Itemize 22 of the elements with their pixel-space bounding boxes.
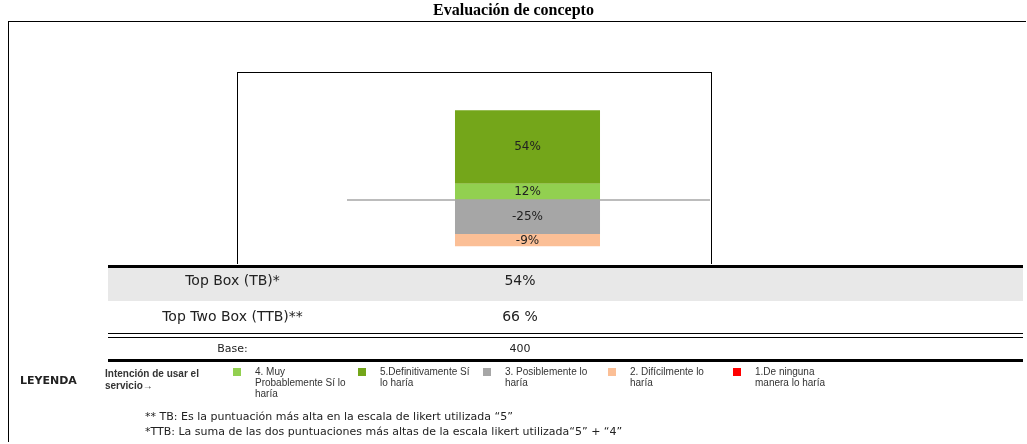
legend-label: 5.Definitivamente Sí lo haría: [380, 366, 471, 388]
bar: [454, 110, 601, 184]
legend-label: 1.De ninguna manera lo haría: [755, 366, 827, 388]
text: 400: [508, 342, 532, 355]
text: ** TB: Es la puntuación más alta en la escala de likert utilizada “5”: [145, 410, 513, 423]
text: Base:: [216, 342, 249, 355]
text: 66 %: [501, 308, 539, 324]
chart-title: Evaluación de concepto: [432, 1, 595, 19]
data-label: 54%: [514, 139, 541, 154]
legend-label: 2. Difícilmente lo haría: [630, 366, 705, 388]
data-label: 12%: [514, 183, 541, 198]
text: *TTB: La suma de las dos puntuaciones más altas de la escala likert utilizada“5” + “4”: [145, 425, 623, 438]
text: 54%: [503, 272, 537, 288]
text: Top Box (TB)*: [184, 272, 281, 288]
data-label: -25%: [511, 209, 544, 224]
legend-label: 3. Posiblemente lo haría: [505, 366, 589, 388]
legend-label: 4. Muy Probablemente Sí lo haría: [255, 366, 347, 399]
legend-title: Intención de usar el servicio→: [105, 368, 200, 392]
text: LEYENDA: [20, 374, 77, 387]
data-label: -9%: [515, 233, 540, 248]
text: Top Two Box (TTB)**: [161, 308, 304, 324]
bar: [454, 234, 601, 247]
